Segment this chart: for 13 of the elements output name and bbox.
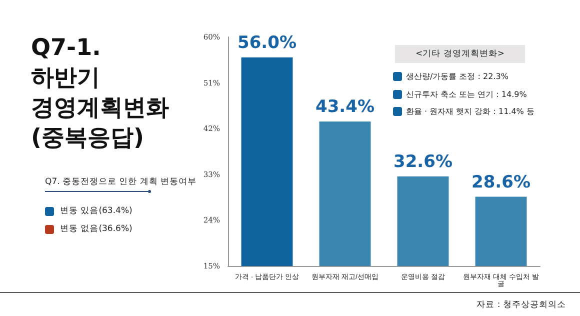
text: Q7. 중동전쟁으로 인한 계획 변동여부 [45,177,197,188]
annotation: 생산량/가동률 조정 : 22.3% [406,71,508,82]
text: 변동 없음(36.6%) [60,224,132,235]
data-label: 43.4% [316,96,374,117]
text: 변동 있음(63.4%) [60,206,132,217]
data-label: 56.0% [238,32,296,53]
annotation: 신규투자 축소 또는 연기 : 14.9% [406,88,527,100]
text: 자료 : 청주상공회의소 [476,300,566,311]
annotation: <기타 경영계획변화> [414,49,506,60]
data-label: 28.6% [472,172,530,192]
annotation: 환율 · 원자재 햇지 강화 : 11.4% 등 [406,106,534,117]
data-label: 32.6% [394,152,452,172]
text: Q7-1. 하반기 경영계획변화 (중복응답) [31,35,169,151]
